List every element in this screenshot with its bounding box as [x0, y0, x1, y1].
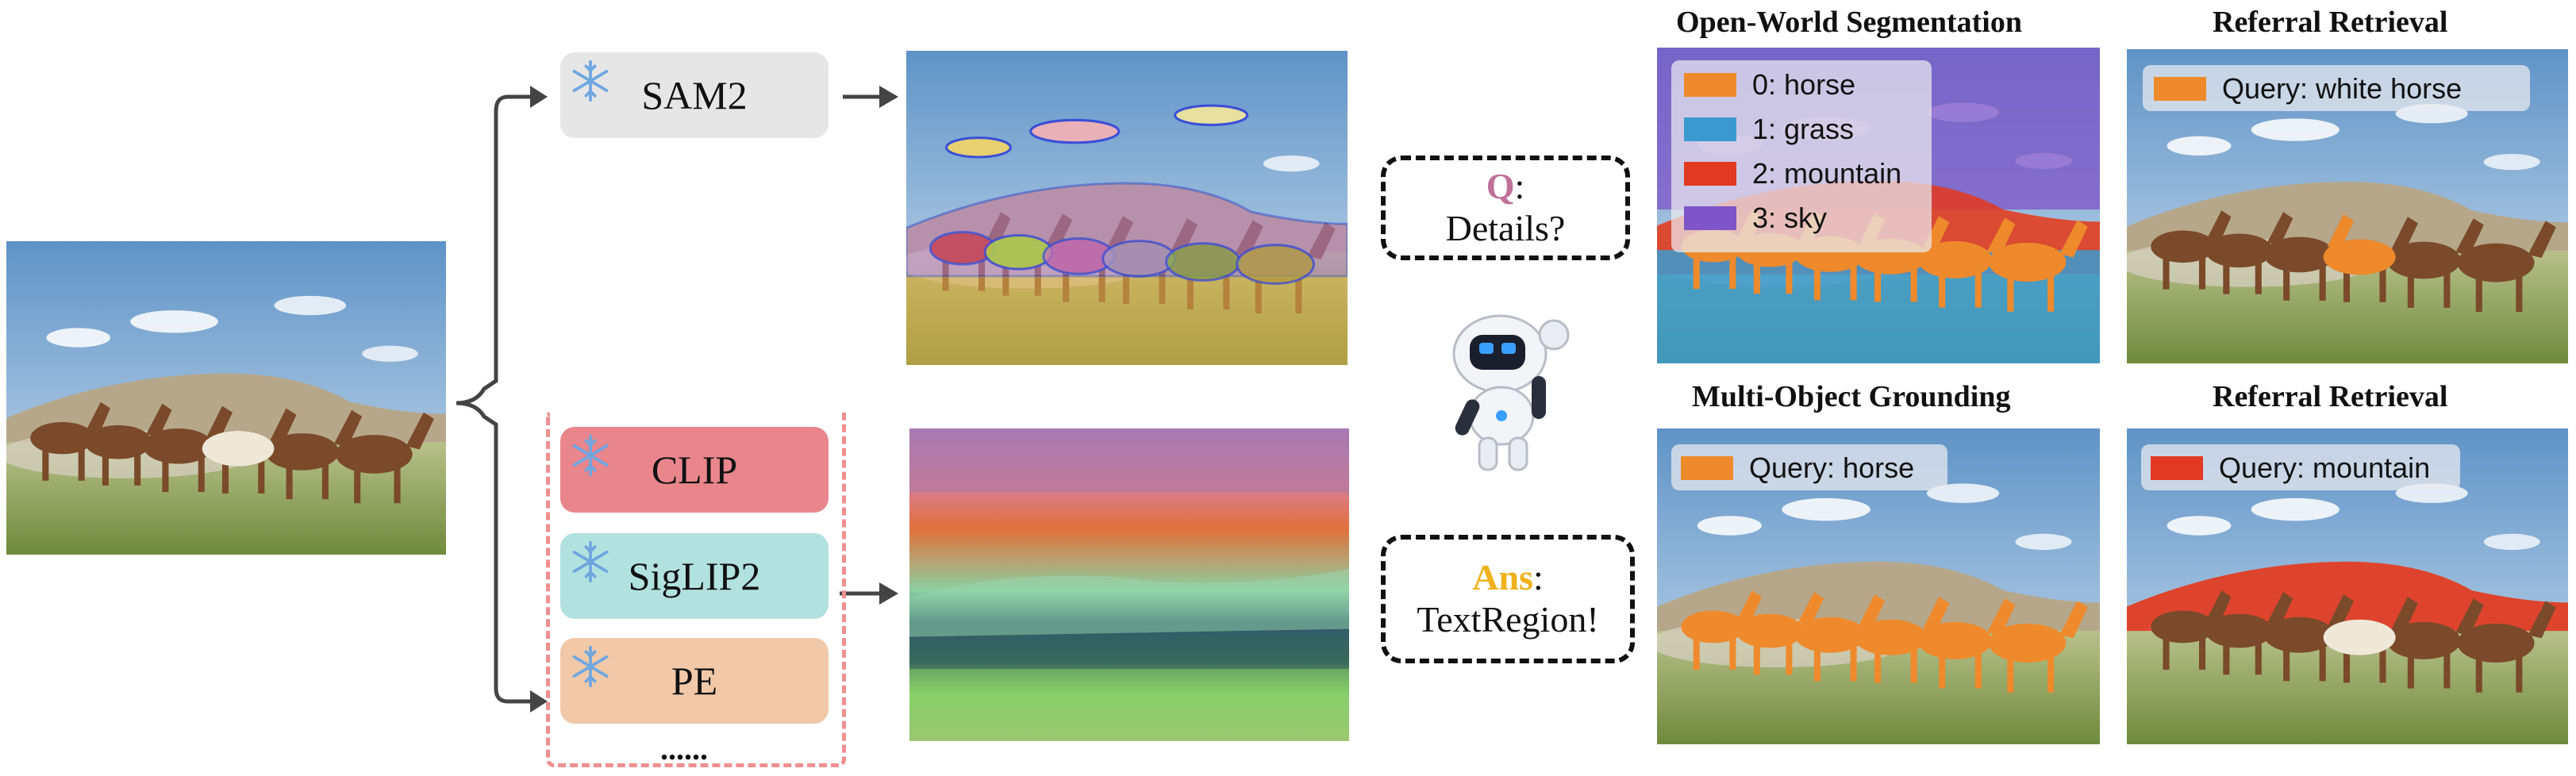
referral-query-1: Query: white horse	[2154, 72, 2462, 106]
referral-title-2: Referral Retrieval	[2213, 380, 2448, 413]
question-bubble: Q: Details?	[1381, 156, 1630, 260]
answer-colon: :	[1532, 557, 1544, 598]
legend-label-grass: 1: grass	[1752, 113, 1855, 145]
more-models-ellipsis: ......	[660, 731, 708, 766]
grounding-image: Query: horse	[1657, 428, 2100, 744]
legend-item-grass: 1: grass	[1684, 113, 1854, 146]
feature-map-image	[909, 428, 1349, 741]
siglip2-box: SigLIP2	[560, 533, 829, 619]
referral-image-1: Query: white horse	[2127, 49, 2568, 363]
question-text: Details?	[1445, 208, 1566, 248]
snowflake-icon	[572, 540, 609, 583]
legend-item-horse: 0: horse	[1684, 68, 1855, 102]
grounding-title: Multi-Object Grounding	[1692, 380, 2011, 413]
referral-query-2: Query: mountain	[2151, 451, 2430, 485]
siglip2-label: SigLIP2	[628, 554, 761, 598]
sam2-label: SAM2	[641, 73, 748, 117]
legend-label-sky: 3: sky	[1752, 202, 1828, 234]
snowflake-icon	[572, 60, 609, 102]
answer-prefix: Ans	[1472, 557, 1533, 598]
legend-item-sky: 3: sky	[1684, 202, 1827, 235]
encoder-group	[546, 413, 846, 767]
sam2-mask-image	[906, 51, 1348, 365]
answer-bubble: Ans: TextRegion!	[1381, 535, 1635, 663]
pe-box: PE	[560, 638, 829, 724]
answer-text: TextRegion!	[1417, 599, 1599, 640]
referral-query-box-1	[2143, 65, 2530, 111]
legend-item-mountain: 2: mountain	[1684, 157, 1901, 190]
grounding-query-label: Query: horse	[1749, 451, 1915, 484]
legend-label-horse: 0: horse	[1752, 68, 1856, 101]
clip-box: CLIP	[560, 427, 829, 513]
snowflake-icon	[572, 434, 609, 477]
clip-label: CLIP	[651, 448, 738, 492]
pe-label: PE	[671, 659, 718, 703]
robot-icon	[1452, 314, 1570, 471]
referral-image-2: Query: mountain	[2127, 428, 2568, 744]
question-colon: :	[1514, 166, 1525, 207]
open-world-image: 0: horse 1: grass 2: mountain 3: sky	[1657, 48, 2100, 363]
legend-label-mountain: 2: mountain	[1752, 157, 1902, 190]
referral-title-1: Referral Retrieval	[2213, 6, 2448, 39]
sam2-box: SAM2	[560, 52, 829, 138]
open-world-title: Open-World Segmentation	[1676, 6, 2022, 39]
input-image	[6, 241, 446, 555]
grounding-query: Query: horse	[1681, 451, 1914, 485]
referral-query-label-2: Query: mountain	[2219, 451, 2431, 484]
snowflake-icon	[572, 645, 609, 688]
question-prefix: Q	[1486, 166, 1515, 207]
referral-query-label-1: Query: white horse	[2222, 72, 2463, 105]
